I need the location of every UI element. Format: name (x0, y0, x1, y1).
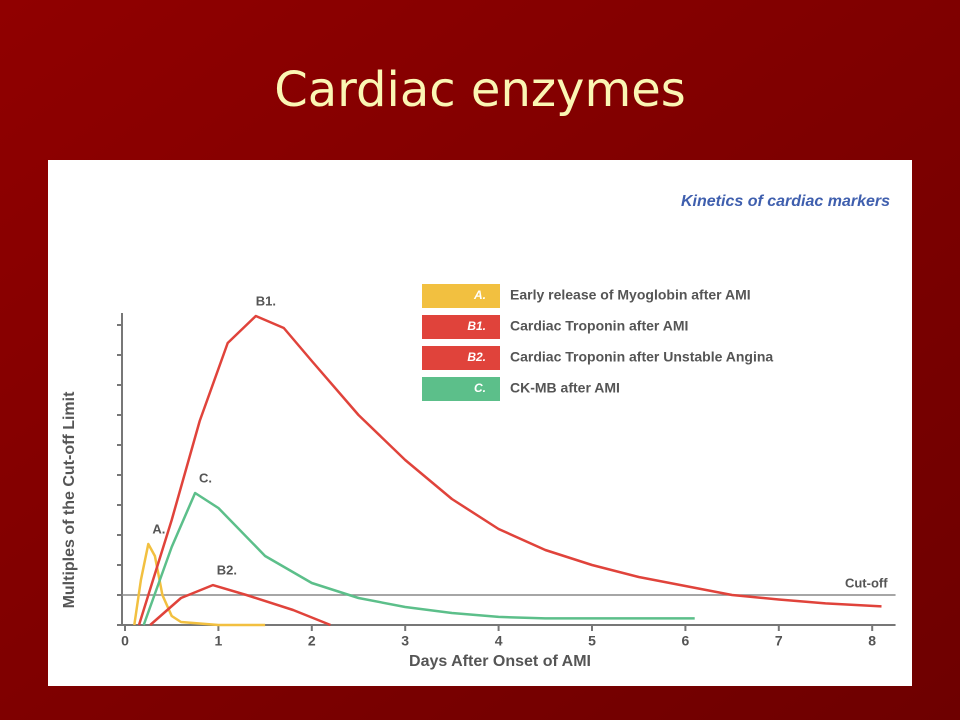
legend-label: CK-MB after AMI (510, 380, 620, 396)
x-tick-label: 4 (495, 633, 503, 649)
series-annotation: B2. (217, 563, 237, 578)
legend-swatch (422, 377, 500, 401)
series-line (149, 583, 331, 627)
series-line (142, 491, 695, 626)
legend-label: Early release of Myoglobin after AMI (510, 287, 751, 303)
legend-label: Cardiac Troponin after AMI (510, 318, 688, 334)
chart-title: Kinetics of cardiac markers (681, 193, 890, 210)
legend-key: C. (474, 381, 486, 395)
series-annotation: C. (199, 470, 212, 485)
legend-swatch (422, 315, 500, 339)
legend-label: Cardiac Troponin after Unstable Angina (510, 349, 773, 365)
series-line (137, 314, 882, 626)
legend-swatch (422, 284, 500, 308)
x-axis-label: Days After Onset of AMI (409, 653, 591, 670)
series-line (133, 542, 266, 627)
legend-swatch (422, 346, 500, 370)
chart-panel (48, 160, 912, 686)
x-tick-label: 7 (775, 633, 783, 649)
x-tick-label: 6 (682, 633, 690, 649)
x-tick-label: 1 (215, 633, 223, 649)
x-tick-label: 5 (588, 633, 596, 649)
series-annotation: B1. (256, 293, 276, 308)
x-tick-label: 0 (121, 633, 129, 649)
legend-key: B1. (467, 319, 486, 333)
series-annotation: A. (152, 521, 165, 536)
legend-key: A. (473, 288, 486, 302)
legend-key: B2. (467, 350, 486, 364)
x-tick-label: 8 (868, 633, 876, 649)
x-tick-label: 3 (401, 633, 409, 649)
slide-title: Cardiac enzymes (274, 62, 686, 118)
cutoff-label: Cut-off (845, 575, 888, 590)
y-axis-label: Multiples of the Cut-off Limit (61, 391, 78, 609)
x-tick-label: 2 (308, 633, 316, 649)
